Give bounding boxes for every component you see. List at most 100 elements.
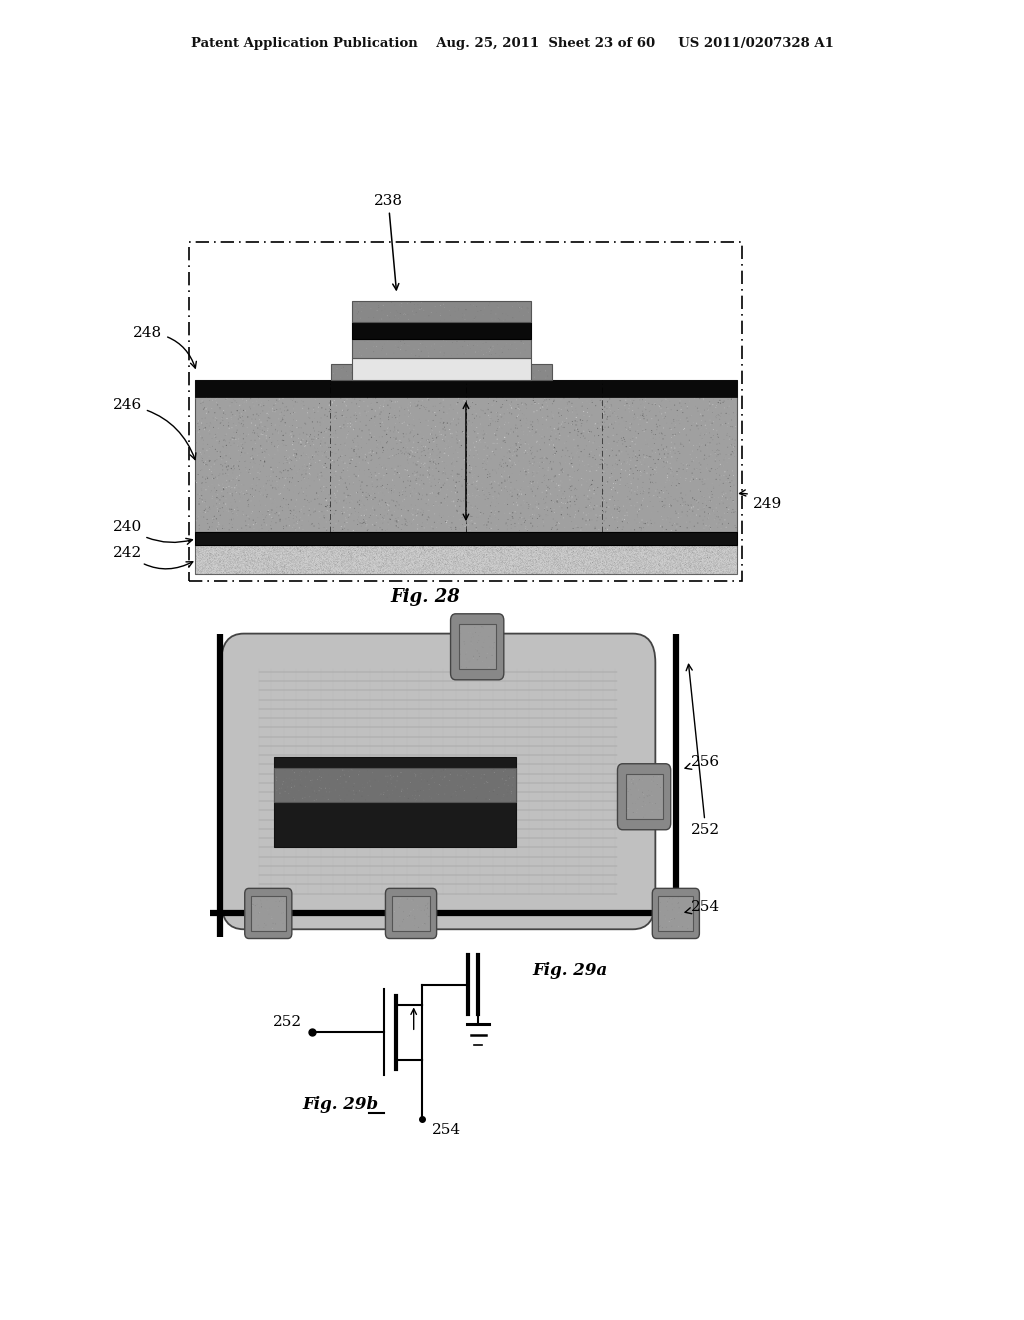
Point — [538, 564, 554, 585]
Point — [611, 553, 628, 574]
Point — [265, 544, 282, 565]
Point — [286, 560, 302, 581]
Point — [322, 557, 338, 578]
Point — [306, 558, 323, 579]
Point — [512, 549, 528, 570]
Point — [634, 543, 650, 564]
Point — [727, 374, 743, 395]
Point — [377, 540, 393, 561]
Point — [553, 560, 569, 581]
Point — [229, 550, 246, 572]
Point — [707, 548, 723, 569]
Point — [559, 561, 575, 582]
Point — [244, 537, 260, 558]
Point — [665, 541, 681, 562]
Point — [475, 544, 492, 565]
Point — [444, 556, 461, 577]
Point — [477, 553, 494, 574]
Point — [638, 548, 654, 569]
Point — [592, 550, 608, 572]
Point — [370, 540, 386, 561]
Point — [577, 548, 593, 569]
Point — [217, 561, 233, 582]
Point — [468, 432, 484, 453]
Point — [379, 561, 395, 582]
Point — [701, 560, 718, 581]
Point — [724, 389, 740, 411]
Point — [486, 444, 503, 465]
Point — [482, 549, 499, 570]
Point — [352, 544, 369, 565]
Point — [625, 400, 641, 421]
Point — [609, 560, 626, 581]
Point — [587, 539, 603, 560]
Point — [484, 536, 501, 557]
Point — [497, 503, 513, 524]
Point — [273, 548, 290, 569]
Point — [531, 544, 548, 565]
Point — [620, 799, 636, 820]
Point — [574, 543, 591, 564]
Point — [501, 545, 517, 566]
Point — [455, 554, 471, 576]
Point — [573, 543, 590, 564]
Point — [204, 488, 220, 510]
Point — [307, 557, 324, 578]
Point — [373, 556, 389, 577]
Point — [348, 549, 365, 570]
Point — [417, 553, 433, 574]
Point — [408, 500, 424, 521]
Point — [568, 540, 585, 561]
Point — [264, 545, 281, 566]
Point — [601, 556, 617, 577]
Point — [652, 556, 669, 577]
Point — [648, 541, 665, 562]
Point — [382, 389, 398, 411]
Point — [355, 543, 372, 564]
Point — [443, 562, 460, 583]
Point — [457, 537, 473, 558]
Point — [377, 543, 393, 564]
Point — [439, 539, 456, 560]
Point — [574, 469, 591, 490]
Point — [702, 540, 719, 561]
Point — [249, 550, 265, 572]
Point — [256, 562, 272, 583]
Point — [652, 550, 669, 572]
Point — [716, 536, 732, 557]
Point — [721, 548, 737, 569]
Point — [233, 545, 250, 566]
Point — [605, 553, 622, 574]
Point — [428, 418, 444, 440]
Point — [236, 553, 252, 574]
Point — [387, 562, 403, 583]
Point — [481, 463, 498, 484]
Point — [289, 560, 305, 581]
Point — [608, 560, 625, 581]
Point — [416, 791, 432, 812]
Point — [655, 560, 672, 581]
Point — [376, 536, 392, 557]
Point — [546, 560, 562, 581]
Point — [187, 558, 204, 579]
Point — [585, 541, 601, 562]
Point — [356, 545, 373, 566]
Point — [454, 436, 470, 457]
Point — [357, 558, 374, 579]
Point — [516, 421, 532, 442]
Point — [330, 543, 346, 564]
Point — [231, 552, 248, 573]
Point — [212, 541, 228, 562]
Point — [207, 548, 223, 569]
Point — [348, 541, 365, 562]
Point — [461, 558, 477, 579]
Point — [316, 536, 333, 557]
Point — [223, 537, 240, 558]
Point — [411, 536, 427, 557]
Point — [508, 491, 524, 512]
Point — [510, 548, 526, 569]
Point — [611, 552, 628, 573]
Point — [465, 465, 481, 486]
Point — [316, 560, 333, 581]
Point — [515, 558, 531, 579]
